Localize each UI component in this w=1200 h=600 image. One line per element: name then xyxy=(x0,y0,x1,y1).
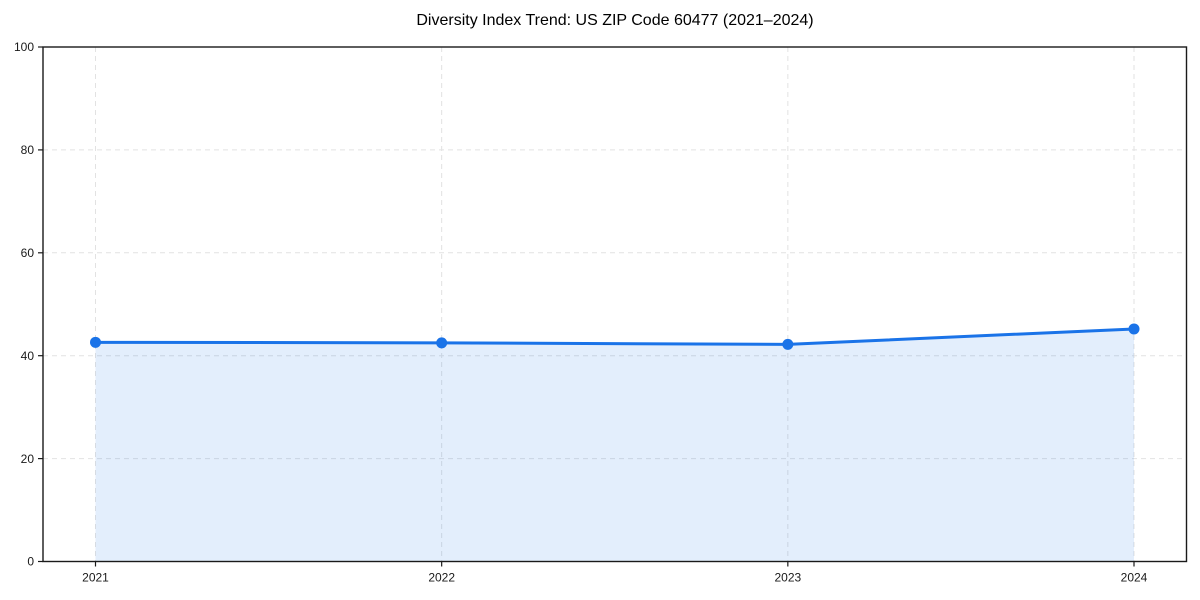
y-tick-label: 80 xyxy=(21,143,35,157)
y-tick-label: 20 xyxy=(21,452,35,466)
x-tick-label: 2022 xyxy=(428,571,455,585)
y-tick-label: 100 xyxy=(14,40,34,54)
y-tick-label: 60 xyxy=(21,246,35,260)
x-tick-label: 2024 xyxy=(1121,571,1148,585)
x-tick-label: 2021 xyxy=(82,571,109,585)
chart-title: Diversity Index Trend: US ZIP Code 60477… xyxy=(416,12,814,29)
data-point-marker xyxy=(90,336,101,348)
plot-border xyxy=(42,46,1188,563)
data-point-marker xyxy=(1128,323,1140,335)
area-fill xyxy=(95,328,1134,562)
y-tick-label: 40 xyxy=(21,349,35,363)
data-point-marker xyxy=(782,338,794,350)
data-point-marker xyxy=(436,337,448,349)
trend-line xyxy=(94,327,1136,346)
x-tick-label: 2023 xyxy=(774,571,801,585)
y-tick-label: 0 xyxy=(27,555,34,569)
